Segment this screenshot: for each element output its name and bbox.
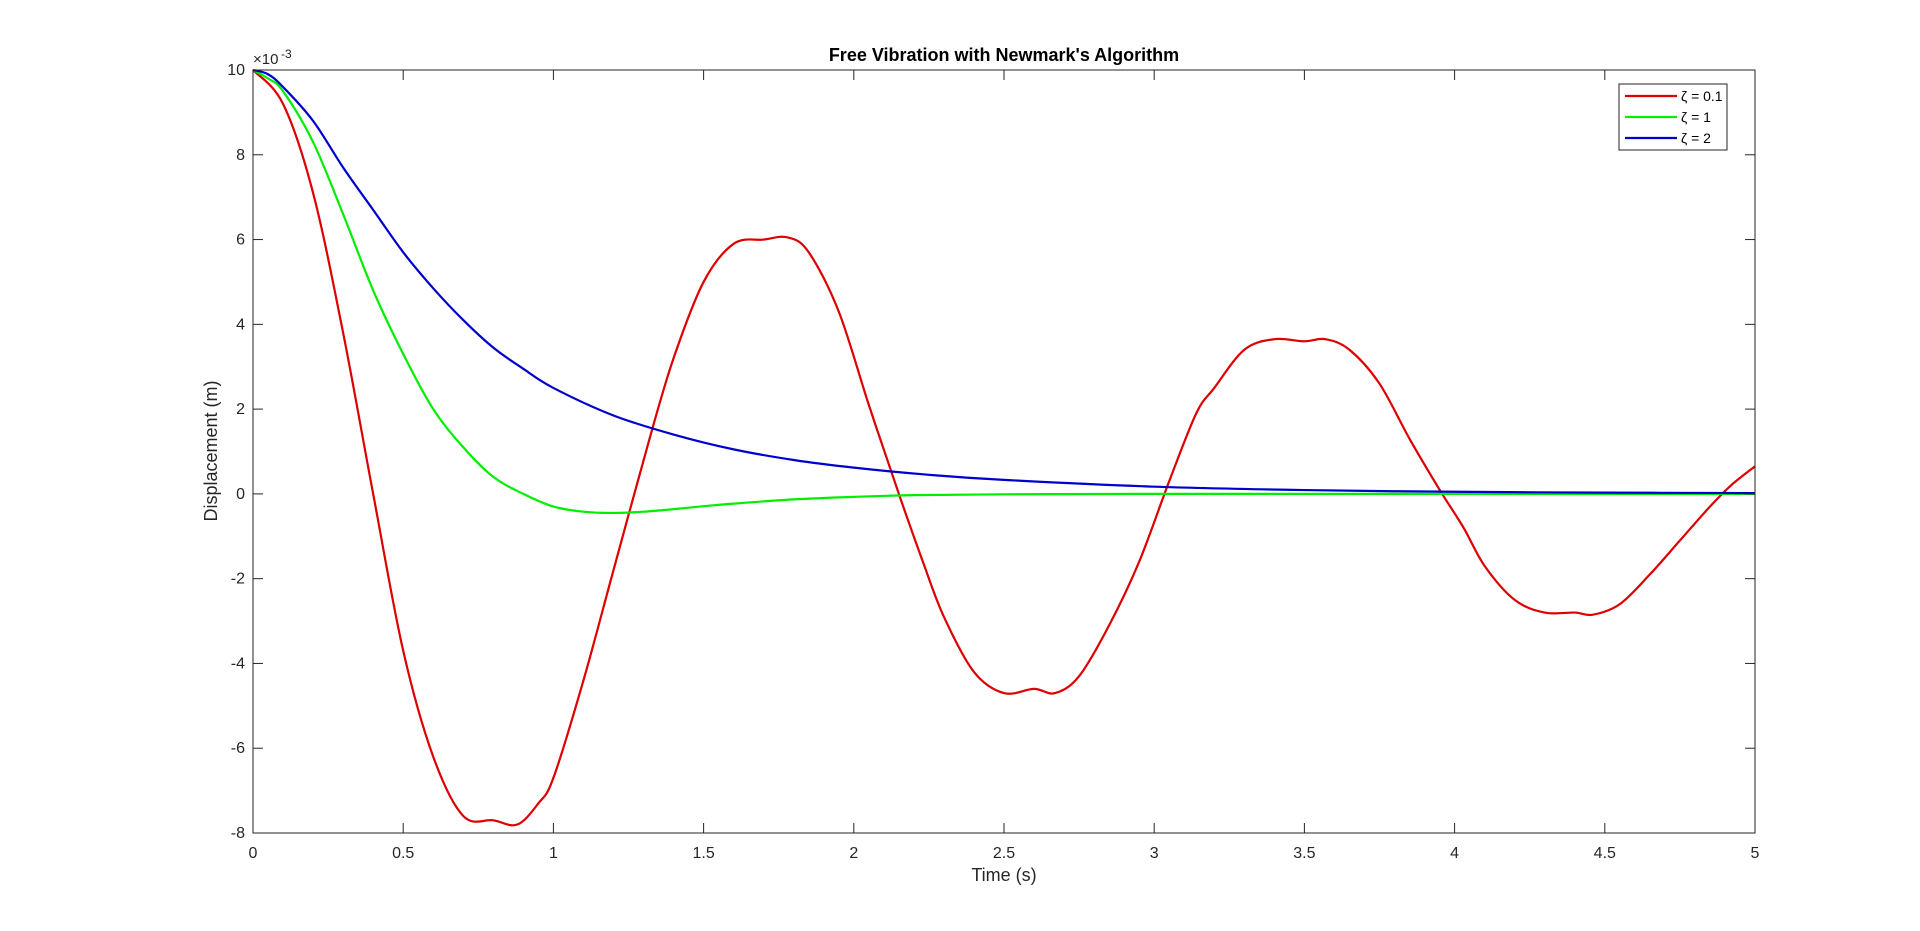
y-axis-label: Displacement (m) (201, 380, 221, 521)
y-tick-label: 0 (236, 486, 245, 503)
y-tick-label: 8 (236, 147, 245, 164)
chart-title: Free Vibration with Newmark's Algorithm (829, 45, 1179, 65)
legend-label-1: ζ = 0.1 (1681, 88, 1723, 104)
x-tick-label: 3.5 (1293, 845, 1315, 862)
x-tick-label: 2.5 (993, 845, 1015, 862)
x-tick-label: 3 (1150, 845, 1159, 862)
y-tick-label: 4 (236, 316, 245, 333)
legend-label-2: ζ = 1 (1681, 109, 1711, 125)
y-tick-label: -2 (231, 571, 245, 588)
plot-area (253, 70, 1755, 833)
y-tick-label: 2 (236, 401, 245, 418)
x-tick-label: 5 (1751, 845, 1760, 862)
x-tick-label: 4.5 (1594, 845, 1616, 862)
x-tick-label: 1 (549, 845, 558, 862)
x-tick-label: 0.5 (392, 845, 414, 862)
y-axis: -8 -6 -4 -2 0 2 4 6 8 10 (227, 62, 1755, 842)
series-line-3 (252, 68, 1756, 495)
y-tick-label: -4 (231, 655, 245, 672)
y-exponent-power: -3 (281, 47, 292, 61)
y-tick-label: -8 (231, 825, 245, 842)
y-exponent-label: ×10 -3 (253, 47, 292, 68)
legend[interactable]: ζ = 0.1 ζ = 1 ζ = 2 (1618, 83, 1728, 151)
series-line-2 (252, 69, 1755, 515)
y-exponent-base: ×10 (253, 51, 278, 68)
y-tick-label: 6 (236, 232, 245, 249)
y-tick-label: -6 (231, 740, 245, 757)
x-tick-label: 1.5 (692, 845, 714, 862)
series-line-1 (252, 69, 1756, 827)
x-tick-label: 0 (249, 845, 258, 862)
y-tick-label: 10 (227, 62, 245, 79)
legend-label-3: ζ = 2 (1681, 130, 1711, 146)
series-layer (252, 68, 1756, 827)
x-tick-label: 2 (849, 845, 858, 862)
legend-items: ζ = 0.1 ζ = 1 ζ = 2 (1625, 88, 1723, 146)
x-tick-label: 4 (1450, 845, 1459, 862)
x-axis-label: Time (s) (971, 865, 1036, 885)
x-axis: 0 0.5 1 1.5 2 2.5 3 3.5 4 4.5 5 (249, 70, 1760, 862)
